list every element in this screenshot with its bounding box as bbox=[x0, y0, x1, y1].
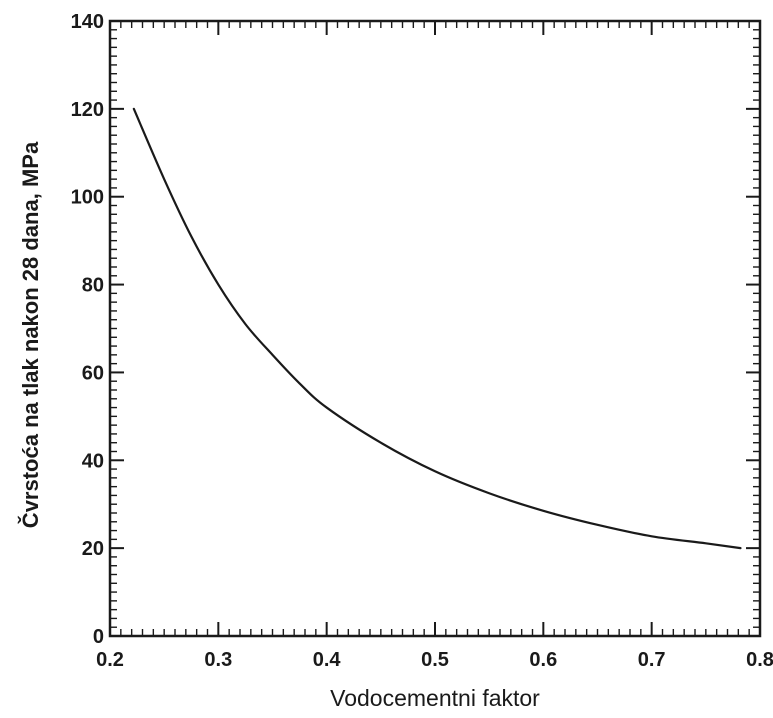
plot-frame bbox=[108, 19, 762, 638]
x-tick-label: 0.4 bbox=[313, 649, 342, 671]
major-ticks bbox=[109, 20, 761, 637]
y-tick-label: 20 bbox=[82, 538, 104, 560]
y-tick-label: 100 bbox=[71, 187, 104, 209]
x-axis-label: Vodocementni faktor bbox=[330, 685, 540, 711]
series-line bbox=[132, 107, 742, 550]
series-lines bbox=[132, 107, 742, 550]
y-tick-label: 80 bbox=[82, 275, 104, 297]
y-tick-label: 0 bbox=[93, 626, 104, 648]
x-tick-label: 0.7 bbox=[638, 649, 666, 671]
x-tick-labels: 0.2 0.3 0.4 0.5 0.6 0.7 0.8 bbox=[96, 649, 773, 671]
x-tick-label: 0.2 bbox=[96, 649, 124, 671]
x-tick-label: 0.5 bbox=[421, 649, 449, 671]
minor-ticks bbox=[110, 21, 760, 636]
y-tick-labels: 0 20 40 60 80 100 120 140 bbox=[71, 11, 104, 648]
y-tick-label: 140 bbox=[71, 11, 104, 33]
y-axis-label: Čvrstoća na tlak nakon 28 dana, MPa bbox=[18, 141, 43, 528]
x-tick-label: 0.8 bbox=[746, 649, 773, 671]
x-tick-label: 0.3 bbox=[204, 649, 232, 671]
y-tick-label: 40 bbox=[82, 450, 104, 472]
y-tick-label: 120 bbox=[71, 99, 104, 121]
y-tick-label: 60 bbox=[82, 362, 104, 384]
x-tick-label: 0.6 bbox=[529, 649, 557, 671]
